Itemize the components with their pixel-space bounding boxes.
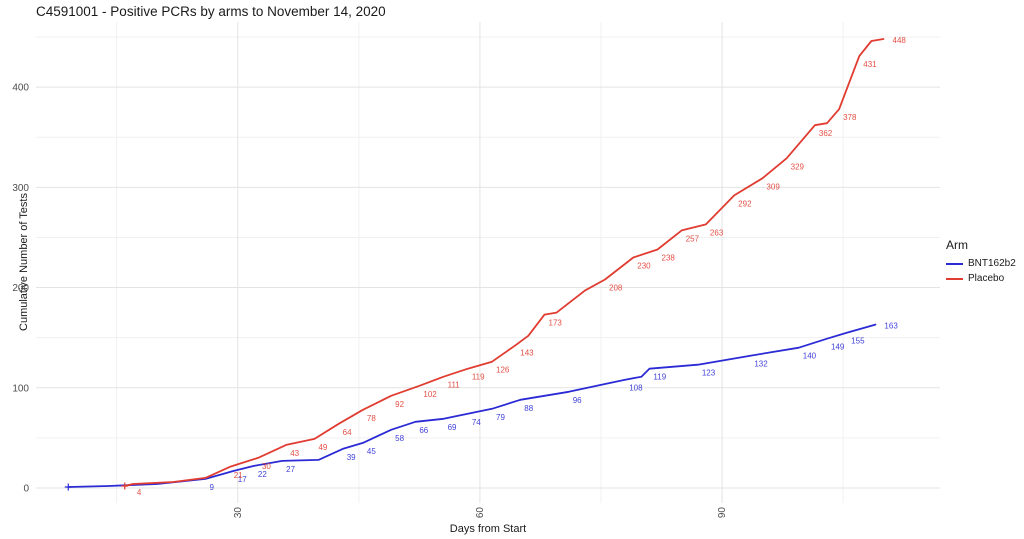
data-point-label: 126 [496, 366, 510, 375]
legend-entry-bnt162b2: BNT162b2 [946, 258, 1016, 269]
data-point-label: 163 [884, 322, 898, 331]
data-point-label: 66 [419, 426, 428, 435]
data-point-label: 257 [686, 234, 700, 243]
data-point-label: 102 [423, 390, 437, 399]
data-point-label: 30 [262, 462, 271, 471]
data-point-label: 58 [395, 434, 404, 443]
legend-entry-label: BNT162b2 [968, 258, 1016, 269]
data-point-label: 43 [290, 449, 299, 458]
data-point-label: 238 [662, 253, 676, 262]
data-point-label: 448 [893, 36, 907, 45]
legend-line-swatch [946, 262, 963, 265]
data-point-label: 9 [210, 483, 215, 492]
legend-entries: BNT162b2 Placebo [946, 258, 1016, 284]
data-point-label: 263 [710, 228, 724, 237]
legend-line-swatch [946, 277, 963, 280]
data-point-marker [121, 482, 129, 490]
legend-entry-placebo: Placebo [946, 273, 1016, 284]
data-point-label: 111 [448, 381, 461, 390]
y-tick-label: 300 [12, 183, 29, 194]
data-point-label: 22 [258, 470, 267, 479]
data-point-label: 4 [137, 488, 142, 497]
data-point-label: 21 [234, 471, 243, 480]
x-tick-label: 90 [717, 507, 728, 519]
data-point-label: 96 [573, 396, 582, 405]
data-point-label: 309 [766, 182, 780, 191]
data-point-label: 64 [343, 428, 352, 437]
data-point-label: 79 [496, 413, 505, 422]
data-point-label: 74 [472, 418, 481, 427]
data-point-label: 292 [738, 199, 752, 208]
data-point-label: 173 [549, 319, 563, 328]
y-tick-label: 400 [12, 83, 29, 94]
data-point-marker [64, 483, 72, 491]
series-line-bnt162b2 [67, 323, 877, 488]
data-point-label: 431 [863, 60, 877, 69]
data-point-label: 119 [653, 373, 666, 382]
data-point-label: 119 [472, 373, 485, 382]
legend-title: Arm [946, 238, 968, 252]
data-point-label: 362 [819, 129, 833, 138]
data-point-label: 149 [831, 343, 845, 352]
y-tick-label: 100 [12, 383, 29, 394]
legend: Arm BNT162b2 Placebo [946, 238, 1016, 288]
x-axis-title: Days from Start [449, 523, 527, 535]
x-tick-label: 30 [233, 507, 244, 519]
chart-title: C4591001 - Positive PCRs by arms to Nove… [36, 4, 386, 19]
y-tick-label: 0 [23, 483, 29, 494]
data-point-label: 230 [637, 261, 651, 270]
data-point-label: 49 [318, 443, 327, 452]
data-point-label: 143 [520, 349, 534, 358]
data-point-label: 78 [367, 414, 376, 423]
data-point-label: 132 [754, 360, 768, 369]
data-point-label: 108 [629, 384, 643, 393]
legend-entry-label: Placebo [968, 273, 1005, 284]
data-point-label: 123 [702, 369, 716, 378]
data-point-label: 69 [448, 423, 457, 432]
data-point-label: 27 [286, 465, 295, 474]
data-point-label: 140 [803, 352, 817, 361]
data-point-label: 17 [238, 475, 247, 484]
data-point-label: 45 [367, 447, 376, 456]
data-point-label: 378 [843, 113, 857, 122]
data-point-label: 155 [851, 337, 865, 346]
data-point-label: 208 [609, 284, 623, 293]
data-point-label: 88 [524, 404, 533, 413]
y-tick-label: 200 [12, 283, 29, 294]
data-point-label: 329 [791, 162, 805, 171]
x-tick-label: 60 [475, 507, 486, 519]
series-line-placebo [123, 38, 885, 487]
data-point-label: 39 [347, 453, 356, 462]
data-point-label: 92 [395, 400, 404, 409]
